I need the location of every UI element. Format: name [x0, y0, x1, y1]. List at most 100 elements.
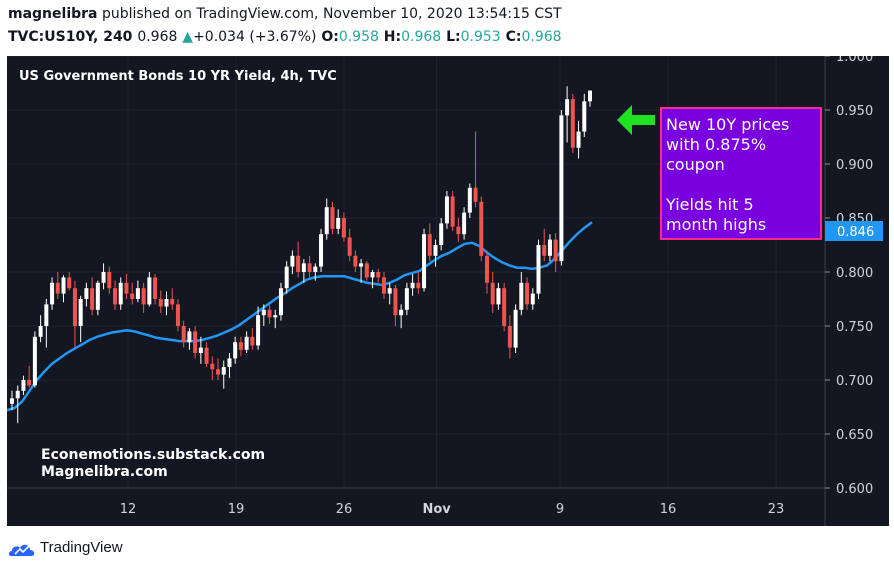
- candle-body: [479, 201, 484, 256]
- candle-body: [462, 212, 467, 235]
- tradingview-logo-text[interactable]: TradingView: [40, 539, 123, 556]
- moving-average-layer: [6, 221, 593, 412]
- candles-layer: [10, 86, 592, 424]
- footer: TradingView: [0, 526, 894, 573]
- candle-body: [55, 282, 60, 294]
- candle-down: [456, 218, 461, 242]
- candle-body: [153, 277, 158, 299]
- candle-body: [530, 293, 535, 305]
- candle-up: [233, 336, 238, 364]
- ma-last-value: 0.846: [837, 225, 874, 240]
- candle-down: [473, 131, 478, 208]
- candle-body: [330, 207, 335, 229]
- candle-body: [107, 272, 112, 289]
- candle-down: [193, 326, 198, 359]
- candle-down: [55, 272, 60, 299]
- candle-body: [370, 272, 375, 278]
- candle-up: [256, 306, 261, 350]
- candle-down: [307, 255, 312, 278]
- candle-up: [50, 277, 55, 310]
- candle-down: [175, 299, 180, 332]
- candle-up: [61, 275, 66, 303]
- candle-down: [238, 336, 243, 357]
- candle-body: [181, 326, 186, 343]
- candle-down: [67, 272, 72, 291]
- candle-body: [536, 245, 541, 294]
- candle-body: [261, 309, 266, 316]
- candle-body: [227, 358, 232, 368]
- candle-up: [336, 209, 341, 235]
- moving-average-line: [6, 221, 593, 412]
- candle-down: [210, 356, 215, 380]
- candle-up: [444, 191, 449, 229]
- annotation-box[interactable]: New 10Y prices with 0.875% coupon Yields…: [660, 107, 822, 240]
- candle-body: [393, 288, 398, 316]
- candle-down: [525, 277, 530, 310]
- candle-body: [67, 277, 72, 289]
- candle-down: [27, 365, 32, 388]
- candle-body: [27, 380, 32, 386]
- ohlc-readout: TVC:US10Y, 240 0.968 ▲+0.034 (+3.67%) O:…: [8, 29, 562, 45]
- candle-down: [347, 228, 352, 262]
- candle-up: [319, 228, 324, 272]
- candle-up: [38, 315, 43, 343]
- candle-body: [404, 288, 409, 310]
- y-tick-label: 0.650: [836, 428, 873, 443]
- publish-info: magnelibra published on TradingView.com,…: [8, 6, 562, 22]
- tradingview-cloud-icon[interactable]: [8, 540, 38, 558]
- chart-panel[interactable]: 1.000 0.950 0.900 0.850 0.800 0.750 0.700 0.650…: [6, 50, 889, 526]
- candle-down: [364, 261, 369, 281]
- candle-body: [336, 218, 341, 229]
- candle-up: [301, 259, 306, 283]
- candle-up: [462, 207, 467, 240]
- candle-up: [44, 299, 49, 348]
- candle-down: [204, 342, 209, 368]
- author-name[interactable]: magnelibra: [8, 6, 98, 22]
- candle-up: [21, 375, 26, 396]
- candle-down: [72, 280, 77, 348]
- price-chart[interactable]: 1.0000.9500.9000.8500.8000.7500.7000.650…: [6, 50, 889, 526]
- candle-body: [233, 342, 238, 359]
- x-tick-label: 12: [120, 502, 137, 517]
- candle-body: [359, 263, 364, 267]
- candle-up: [559, 110, 564, 266]
- candle-up: [313, 263, 318, 281]
- candle-up: [399, 304, 404, 329]
- candle-down: [124, 274, 129, 299]
- candle-body: [296, 255, 301, 272]
- y-tick-label: 0.750: [836, 320, 873, 335]
- candle-down: [141, 282, 146, 314]
- candle-body: [444, 196, 449, 224]
- y-tick-label: 0.600: [836, 482, 873, 497]
- candle-body: [141, 288, 146, 305]
- candle-down: [296, 241, 301, 278]
- candle-body: [433, 245, 438, 256]
- candle-down: [267, 302, 272, 324]
- candle-body: [307, 263, 312, 272]
- candle-body: [347, 237, 352, 256]
- candle-up: [198, 336, 203, 364]
- publish-text: published on TradingView.com, November 1…: [101, 6, 562, 22]
- candle-up: [530, 288, 535, 310]
- candle-up: [536, 239, 541, 299]
- candle-down: [341, 212, 346, 242]
- candle-body: [473, 187, 478, 202]
- candle-up: [118, 277, 123, 310]
- candle-down: [330, 201, 335, 235]
- candle-down: [158, 290, 163, 314]
- candle-down: [542, 228, 547, 262]
- candle-body: [21, 380, 26, 391]
- candle-down: [181, 320, 186, 348]
- candle-body: [353, 255, 358, 267]
- candle-body: [290, 255, 295, 267]
- candle-body: [72, 288, 77, 326]
- candle-body: [553, 239, 558, 262]
- annotation-line-1: New 10Y prices: [666, 115, 789, 134]
- chart-title: US Government Bonds 10 YR Yield, 4h, TVC: [19, 69, 337, 84]
- candle-up: [588, 90, 592, 107]
- candle-body: [61, 277, 66, 294]
- candle-body: [90, 288, 95, 310]
- candle-body: [422, 234, 427, 289]
- close-label: C:: [505, 29, 522, 45]
- candle-body: [376, 272, 381, 278]
